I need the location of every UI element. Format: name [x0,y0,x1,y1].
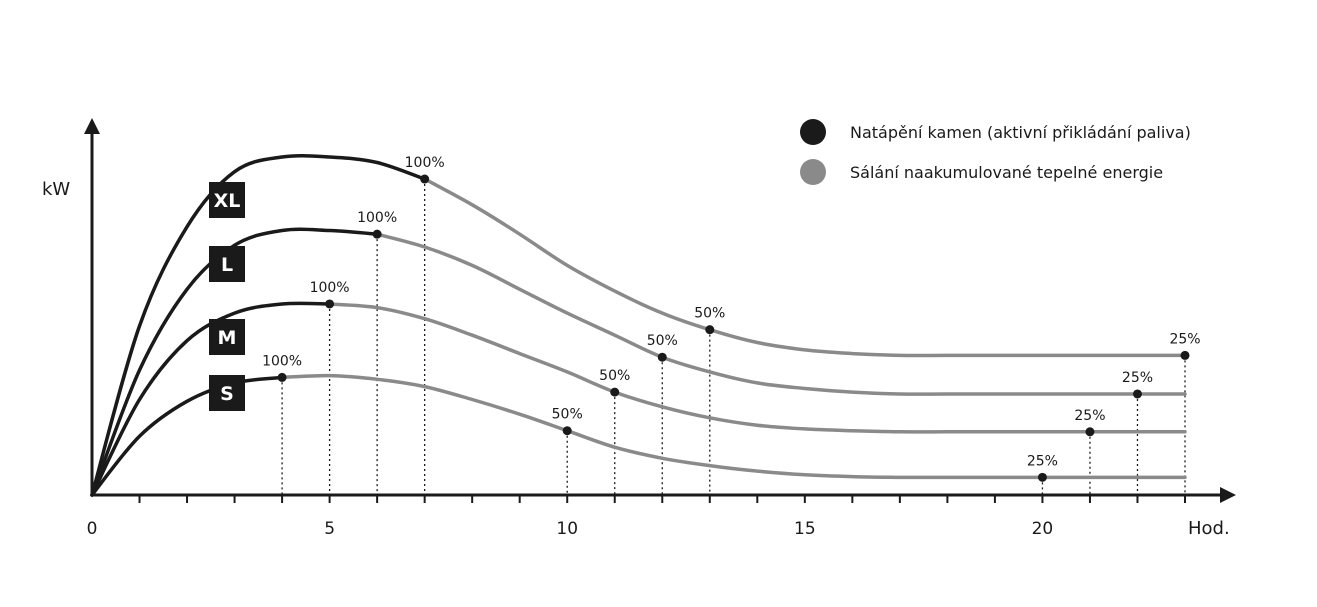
legend-radiation-label: Sálání naakumulované tepelné energie [850,163,1163,182]
y-axis-title: kW [42,179,70,200]
size-label-xl: XL [214,190,241,212]
series-m-marker [610,387,620,397]
size-labels: XL L M S [209,182,245,411]
x-axis-arrow [1220,487,1236,503]
series-markers: 100% 50% 25% 100% 50% 25% 100% 50% 25% 100% 50% 25% [262,155,1201,482]
size-box-s [209,375,245,411]
size-label-m: M [218,327,237,349]
series-m-percent-label: 100% [310,280,350,296]
size-label-l: L [221,254,233,276]
x-tick-label: 5 [324,519,335,539]
series-l-percent-label: 50% [647,333,678,349]
series-m-percent-label: 50% [599,368,630,384]
series-m-percent-label: 25% [1074,408,1105,424]
axes: kW Hod. [42,118,1236,539]
series-m-marker [325,299,335,309]
size-box-l [209,246,245,282]
dotted-guides [281,179,1186,495]
series-l-radiation-line [375,232,1187,396]
y-axis-arrow [84,118,100,134]
series-m-marker [1085,427,1095,437]
legend-radiation-dot [800,159,826,185]
series-s-marker [562,426,572,436]
x-tick-label: 20 [1032,519,1054,539]
series-l-percent-label: 25% [1122,370,1153,386]
size-box-m [209,319,245,355]
series-l-marker [372,229,382,239]
x-tick-label: 15 [794,519,816,539]
x-tick-label: 10 [556,519,578,539]
x-tick-label: 0 [87,519,98,539]
x-ticks: 0 5 10 15 20 [87,495,1186,539]
legend-heating-dot [800,119,826,145]
series-xl-radiation-line [422,177,1187,358]
series-l-marker [1132,389,1142,399]
series-xl-percent-label: 100% [405,155,445,171]
legend: Natápění kamen (aktivní přikládání paliv… [800,119,1191,185]
series-lines [90,153,1187,497]
series-l-percent-label: 100% [357,210,397,226]
series-s-marker [277,372,287,382]
series-s-percent-label: 25% [1027,453,1058,469]
x-axis-title: Hod. [1188,518,1230,539]
series-m-heating-line [90,301,332,497]
series-s-percent-label: 50% [552,407,583,423]
series-s-heating-line [90,375,284,497]
series-l-marker [657,352,667,362]
series-xl-heating-line [90,153,427,497]
series-s-percent-label: 100% [262,353,302,369]
series-xl-marker [705,325,715,335]
series-m-radiation-line [327,302,1187,434]
size-box-xl [209,182,245,218]
series-xl-marker [420,174,430,184]
series-xl-percent-label: 25% [1169,331,1200,347]
series-xl-percent-label: 50% [694,306,725,322]
series-xl-marker [1180,350,1190,360]
legend-heating-label: Natápění kamen (aktivní přikládání paliv… [850,123,1191,142]
series-s-marker [1037,472,1047,482]
size-label-s: S [220,383,234,405]
